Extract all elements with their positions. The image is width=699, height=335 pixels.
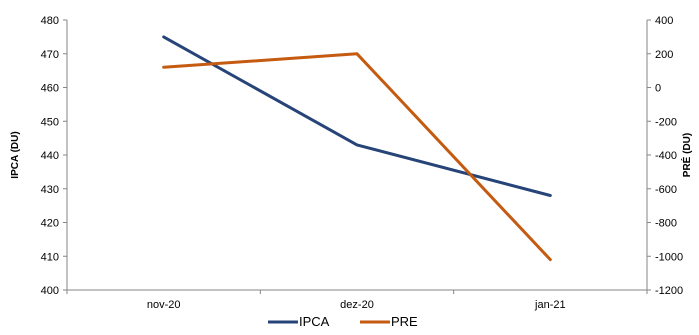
x-tick-label: dez-20 (340, 299, 374, 311)
left-tick-label: 460 (41, 83, 59, 95)
right-tick-label: 200 (655, 49, 673, 61)
right-axis-title: PRÉ (DU) (680, 133, 693, 177)
left-tick-label: 480 (41, 15, 59, 27)
left-tick-label: 440 (41, 150, 59, 162)
left-tick-label: 450 (41, 116, 59, 128)
legend-label-pre: PRE (391, 314, 418, 329)
left-tick-label: 410 (41, 251, 59, 263)
left-axis-title: IPCA (DU) (10, 131, 21, 178)
legend: IPCA PRE (268, 314, 418, 329)
series-line-pre (162, 52, 552, 262)
x-axis: nov-20 dez-20 jan-21 (66, 290, 648, 311)
right-tick-label: 400 (655, 15, 673, 27)
x-tick-label: jan-21 (534, 299, 566, 311)
left-tick-label: 470 (41, 49, 59, 61)
series-line-ipca (162, 35, 552, 197)
right-tick-label: -800 (655, 218, 677, 230)
right-tick-label: -400 (655, 150, 677, 162)
right-tick-label: -600 (655, 184, 677, 196)
left-tick-label: 400 (41, 285, 59, 297)
right-tick-label: -200 (655, 116, 677, 128)
legend-label-ipca: IPCA (299, 314, 330, 329)
left-tick-label: 430 (41, 184, 59, 196)
right-tick-label: -1000 (655, 251, 683, 263)
left-tick-label: 420 (41, 218, 59, 230)
right-tick-label: 0 (655, 83, 661, 95)
right-y-axis: 400 200 0 -200 -400 -600 -800 -1000 -1200 (647, 15, 683, 297)
left-y-axis: 400 410 420 430 440 450 460 470 480 (41, 15, 67, 297)
x-tick-label: nov-20 (147, 299, 181, 311)
series-lines (162, 35, 552, 262)
right-tick-label: -1200 (655, 285, 683, 297)
